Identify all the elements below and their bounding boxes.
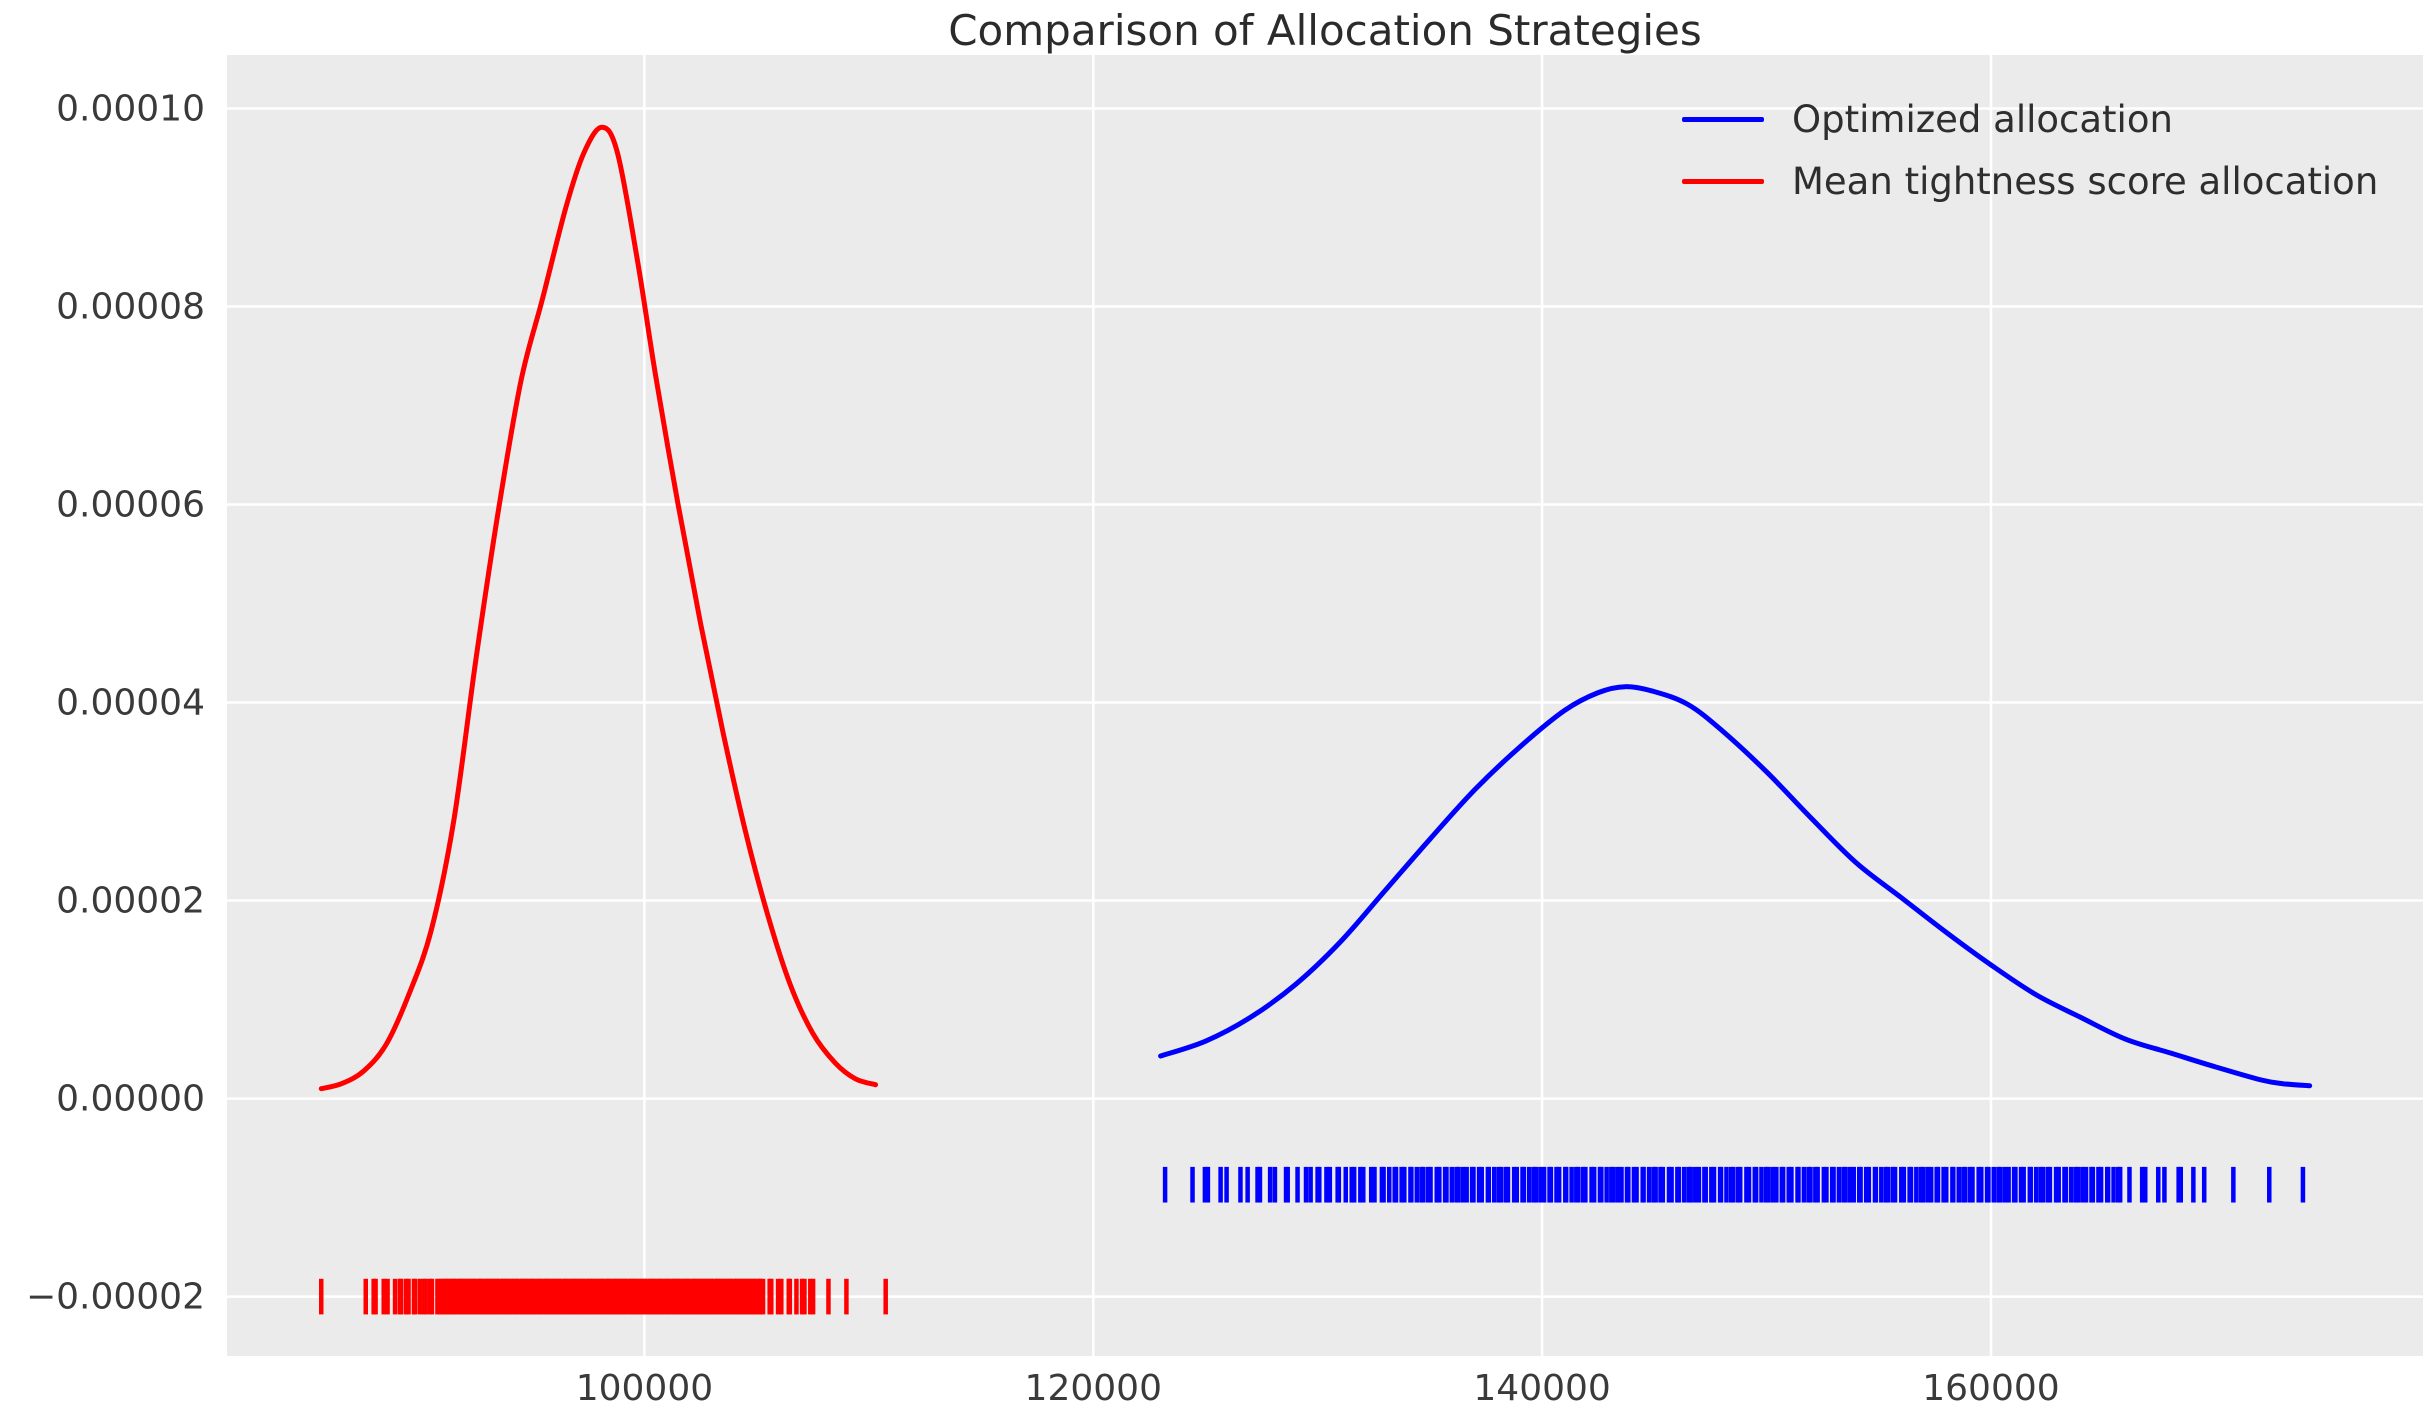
grid-lines [227, 55, 2423, 1356]
legend-label-mean-tightness: Mean tightness score allocation [1792, 159, 2379, 203]
y-tick-label: 0.00002 [56, 881, 205, 922]
y-tick-labels: 0.00010 0.00008 0.00006 0.00004 0.00002 0.000… [26, 88, 205, 1317]
legend-entry-mean-tightness: Mean tightness score allocation [1682, 156, 2378, 206]
y-tick-label: 0.00006 [56, 485, 205, 526]
x-tick-label: 160000 [1922, 1368, 2059, 1409]
rug-optimized [1162, 1166, 2306, 1203]
legend: Optimized allocation Mean tightness scor… [1682, 94, 2378, 206]
y-tick-label: 0.00004 [56, 683, 205, 724]
legend-entry-optimized: Optimized allocation [1682, 94, 2378, 144]
y-tick-label: −0.00002 [26, 1277, 205, 1318]
y-tick-label: 0.00010 [56, 88, 205, 129]
rug-plots [319, 1166, 2306, 1315]
rug-mean-tightness [319, 1278, 888, 1315]
x-tick-labels: 100000 120000 140000 160000 [576, 1368, 2060, 1409]
y-tick-label: 0.00000 [56, 1079, 205, 1120]
kde-curves [318, 124, 2313, 1092]
chart-title: Comparison of Allocation Strategies [948, 6, 1702, 55]
legend-line-optimized-icon [1682, 116, 1764, 122]
plot-background [227, 55, 2423, 1356]
legend-line-mean-tightness-icon [1682, 178, 1764, 184]
x-tick-label: 100000 [576, 1368, 713, 1409]
x-tick-label: 140000 [1473, 1368, 1610, 1409]
kde-curve-mean-tightness [318, 124, 879, 1092]
kde-curve-optimized [1158, 684, 2313, 1089]
y-tick-label: 0.00008 [56, 286, 205, 327]
x-tick-label: 120000 [1025, 1368, 1162, 1409]
legend-label-optimized: Optimized allocation [1792, 97, 2173, 141]
